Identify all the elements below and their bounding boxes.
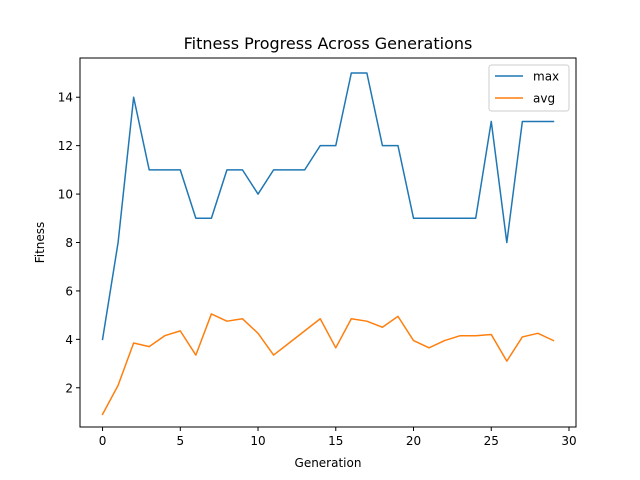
x-tick-label: 20 bbox=[406, 434, 421, 448]
y-tick-label: 10 bbox=[58, 188, 73, 202]
y-tick-label: 6 bbox=[65, 284, 73, 298]
x-axis: 0 5 10 15 20 25 30 bbox=[99, 427, 577, 448]
x-tick-label: 15 bbox=[328, 434, 343, 448]
chart-title: Fitness Progress Across Generations bbox=[184, 34, 473, 53]
series-layer bbox=[101, 72, 555, 416]
x-tick-label: 0 bbox=[99, 434, 107, 448]
y-axis: 2 4 6 8 10 12 14 bbox=[58, 91, 80, 395]
x-axis-title: Generation bbox=[295, 456, 362, 470]
legend-label-max: max bbox=[533, 70, 559, 84]
x-tick-label: 25 bbox=[484, 434, 499, 448]
x-tick-label: 30 bbox=[561, 434, 576, 448]
x-tick-label: 5 bbox=[176, 434, 184, 448]
series-line-avg bbox=[101, 313, 555, 416]
y-tick-label: 8 bbox=[65, 236, 73, 250]
y-axis-title: Fitness bbox=[33, 222, 47, 264]
x-tick-label: 10 bbox=[250, 434, 265, 448]
y-tick-label: 12 bbox=[58, 139, 73, 153]
y-tick-label: 4 bbox=[65, 333, 73, 347]
legend: max avg bbox=[488, 64, 570, 112]
legend-label-avg: avg bbox=[533, 92, 555, 106]
series-line-max bbox=[101, 72, 555, 341]
y-tick-label: 14 bbox=[58, 91, 73, 105]
y-tick-label: 2 bbox=[65, 381, 73, 395]
